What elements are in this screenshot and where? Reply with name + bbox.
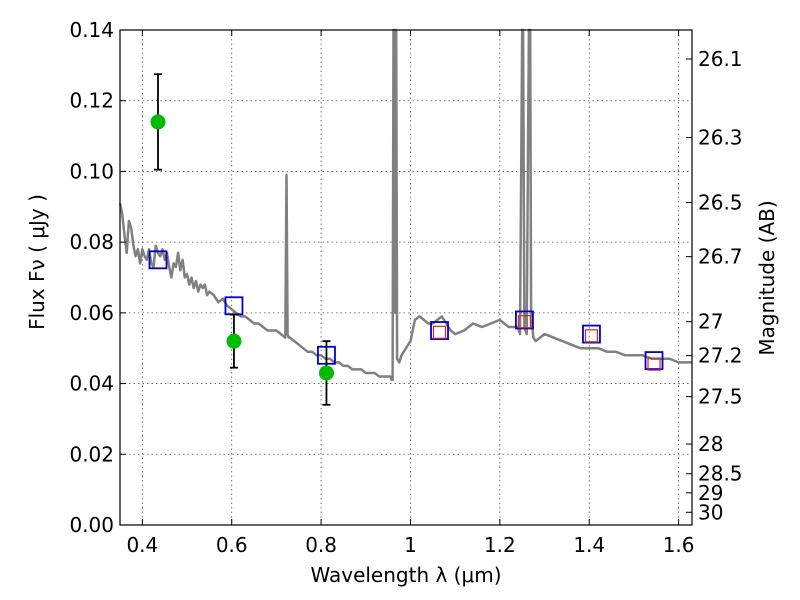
x-tick-label: 1.6 — [663, 533, 695, 557]
y-tick-label: 0.02 — [69, 442, 114, 466]
grid — [120, 29, 692, 526]
tick-layer — [120, 29, 692, 526]
observed-point — [150, 114, 166, 130]
x-tick-label: 0.6 — [216, 533, 248, 557]
x-tick-label: 1 — [404, 533, 417, 557]
sed-model-line — [118, 28, 692, 382]
y-right-tick-label: 26.1 — [698, 47, 743, 71]
y-right-tick-label: 29 — [698, 481, 723, 505]
model-flux-square-blue — [148, 250, 168, 270]
y-right-tick-label: 26.3 — [698, 125, 743, 149]
y-tick-label: 0.04 — [69, 372, 114, 396]
model-flux-square-red — [517, 315, 532, 329]
y-axis-label: Flux Fν ( μJy ) — [25, 194, 49, 330]
x-tick-label: 0.4 — [126, 533, 158, 557]
y-tick-label: 0.12 — [69, 89, 114, 113]
x-tick-label: 1.2 — [484, 533, 516, 557]
y-tick-label: 0.14 — [69, 18, 114, 42]
x-tick-label: 0.8 — [305, 533, 337, 557]
y-axis-right-label: Magnitude (AB) — [755, 200, 779, 355]
y-right-tick-label: 27.2 — [698, 344, 743, 368]
y-right-tick-label: 27.5 — [698, 385, 743, 409]
model-flux-square-red — [432, 325, 447, 339]
sed-layer — [118, 28, 692, 382]
y-tick-label: 0.08 — [69, 230, 114, 254]
observed-point — [318, 365, 334, 381]
label-layer: 0.4 0.6 0.8 1 1.2 1.4 1.6 0.00 0.02 0.04 0.06 0.08 0… — [69, 18, 742, 557]
plot-frame — [119, 29, 693, 526]
y-right-tick-label: 26.7 — [698, 245, 743, 269]
x-axis-label: Wavelength λ (μm) — [310, 563, 501, 587]
y-right-tick-label: 28 — [698, 432, 723, 456]
observed-point — [226, 333, 242, 349]
model-flux-square-red — [584, 329, 599, 343]
model-flux-square-blue — [430, 321, 449, 340]
model-flux-square-red — [647, 357, 661, 371]
y-tick-label: 0.00 — [69, 513, 114, 537]
y-right-tick-label: 26.5 — [698, 191, 743, 215]
y-tick-label: 0.10 — [69, 159, 114, 183]
y-right-tick-label: 27 — [698, 310, 723, 334]
model-flux-square-blue — [515, 310, 534, 330]
x-tick-label: 1.4 — [573, 533, 605, 557]
model-flux-square-blue — [582, 324, 601, 344]
y-tick-label: 0.06 — [69, 301, 114, 325]
marker-layer — [148, 73, 664, 406]
model-flux-square-blue — [644, 351, 664, 370]
y-right-tick-label: 28.5 — [698, 462, 743, 486]
y-right-tick-label: 30 — [698, 500, 723, 524]
